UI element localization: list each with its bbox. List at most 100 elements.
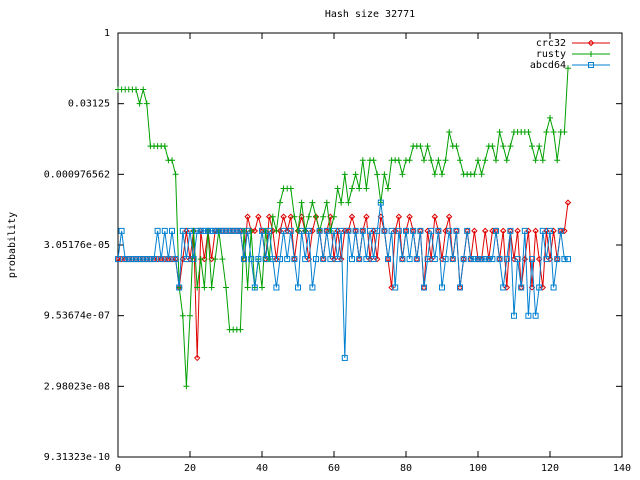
marker: [457, 157, 463, 164]
marker: [431, 171, 438, 178]
x-tick-label: 40: [256, 463, 268, 474]
marker: [550, 128, 557, 135]
marker: [427, 255, 435, 263]
marker: [140, 256, 147, 263]
marker: [265, 213, 273, 220]
marker: [331, 213, 337, 220]
marker: [471, 171, 478, 178]
marker: [536, 284, 543, 291]
marker: [161, 143, 168, 150]
marker: [500, 143, 507, 150]
marker: [352, 227, 359, 234]
legend-label: rusty: [536, 49, 566, 60]
marker: [377, 199, 384, 206]
marker: [471, 227, 478, 235]
marker: [525, 128, 532, 135]
marker: [349, 256, 355, 263]
marker: [259, 227, 265, 234]
marker: [244, 213, 251, 220]
marker: [481, 227, 489, 235]
marker: [241, 256, 247, 263]
marker: [287, 185, 294, 192]
marker: [370, 227, 377, 235]
marker: [334, 185, 341, 192]
x-tick-label: 0: [115, 463, 121, 474]
marker: [428, 157, 435, 164]
marker: [219, 227, 226, 234]
marker: [283, 227, 291, 235]
marker: [503, 256, 510, 263]
marker: [424, 143, 431, 150]
marker: [395, 213, 403, 220]
marker: [543, 227, 550, 235]
marker: [356, 256, 363, 263]
marker: [273, 255, 280, 263]
marker: [330, 255, 338, 263]
legend-marker: [587, 39, 595, 47]
marker: [136, 256, 143, 263]
marker: [359, 227, 366, 234]
marker: [564, 199, 572, 206]
marker: [277, 199, 283, 206]
marker: [327, 227, 334, 234]
marker: [499, 227, 507, 235]
marker: [467, 256, 474, 263]
marker: [287, 213, 295, 220]
marker: [435, 157, 442, 164]
x-tick-label: 80: [400, 463, 412, 474]
marker: [302, 227, 309, 234]
marker: [151, 256, 157, 263]
marker: [460, 256, 467, 263]
marker: [266, 256, 273, 263]
marker: [172, 171, 179, 178]
marker: [266, 227, 273, 234]
marker: [471, 256, 478, 263]
marker: [514, 256, 521, 263]
marker: [424, 227, 431, 235]
marker: [507, 143, 514, 150]
marker: [338, 199, 345, 206]
marker: [320, 213, 327, 220]
marker: [521, 227, 528, 234]
marker: [399, 256, 406, 263]
marker: [143, 256, 150, 263]
marker: [435, 227, 442, 234]
marker: [482, 256, 489, 263]
marker: [363, 185, 370, 192]
marker: [493, 227, 499, 234]
marker: [194, 227, 201, 234]
marker: [525, 312, 532, 319]
marker: [193, 354, 201, 362]
marker: [561, 227, 568, 235]
marker: [133, 86, 139, 93]
marker: [532, 227, 539, 235]
marker: [489, 143, 496, 150]
marker: [169, 157, 175, 164]
marker: [403, 227, 409, 234]
series-line: [117, 202, 568, 358]
marker: [381, 171, 388, 178]
marker: [334, 256, 341, 263]
legend-label: crc32: [536, 38, 566, 49]
marker: [341, 171, 348, 178]
marker: [503, 157, 510, 164]
marker: [262, 227, 269, 234]
marker: [255, 213, 262, 220]
marker: [125, 256, 132, 263]
marker: [367, 227, 373, 234]
marker: [251, 284, 258, 291]
marker: [140, 86, 147, 93]
marker: [183, 383, 190, 390]
x-tick-label: 60: [328, 463, 340, 474]
marker: [276, 227, 284, 235]
marker: [565, 256, 571, 263]
marker: [345, 227, 352, 234]
marker: [255, 256, 262, 263]
marker: [356, 185, 363, 192]
marker: [223, 227, 229, 234]
marker: [554, 256, 561, 263]
marker: [241, 227, 247, 234]
marker: [453, 227, 460, 234]
marker: [359, 157, 366, 164]
